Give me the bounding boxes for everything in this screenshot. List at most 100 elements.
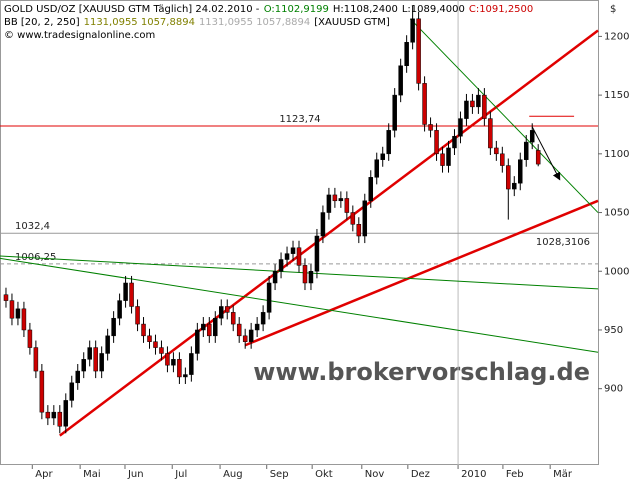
- candle-body: [344, 198, 350, 213]
- level-label: 1032,4: [15, 221, 50, 232]
- candle-body: [159, 347, 164, 354]
- candle-body: [33, 347, 39, 372]
- y-tick-label: 1000: [604, 266, 629, 277]
- candle-body: [314, 235, 320, 272]
- candle-body: [362, 200, 368, 237]
- candle-body: [201, 323, 206, 331]
- candle-body: [51, 411, 57, 419]
- x-tick-label: Sep: [270, 469, 289, 480]
- level-label: 1123,74: [279, 114, 320, 125]
- candle-body: [464, 100, 469, 119]
- candle-body: [350, 212, 356, 225]
- candle-body: [416, 18, 421, 84]
- candle-body: [260, 312, 266, 325]
- y-tick-label: 1100: [604, 149, 629, 160]
- trend-line: [244, 199, 599, 347]
- header-segment: [XAUUSD GTM]: [314, 17, 390, 28]
- y-tick-label: 900: [604, 384, 623, 395]
- candle-body: [488, 118, 493, 149]
- header-segment: L:1089,4000: [402, 4, 465, 15]
- candle-body: [404, 42, 409, 67]
- candle-body: [3, 294, 9, 301]
- candle-body: [272, 271, 278, 284]
- candle-body: [230, 312, 236, 325]
- candle-body: [189, 353, 194, 375]
- candle-body: [512, 182, 517, 190]
- candle-body: [296, 247, 302, 266]
- candle-body: [153, 341, 158, 348]
- candle-body: [320, 212, 326, 237]
- candle-body: [195, 329, 200, 354]
- candle-body: [452, 135, 457, 149]
- candle-body: [117, 300, 122, 319]
- trend-line: [59, 29, 599, 437]
- candle-body: [147, 335, 152, 342]
- y-tick-label: 1200: [604, 31, 629, 42]
- candle-body: [123, 282, 128, 301]
- candle-body: [87, 347, 92, 360]
- candle-body: [69, 382, 75, 401]
- candle-body: [506, 165, 511, 190]
- y-unit: $: [610, 4, 616, 15]
- candle-body: [470, 100, 475, 108]
- x-tick-label: Mär: [553, 469, 573, 480]
- candle-body: [105, 335, 110, 354]
- candle-body: [266, 282, 272, 313]
- candle-body: [177, 359, 182, 378]
- candle-body: [75, 370, 80, 384]
- y-tick-label: 950: [604, 325, 623, 336]
- candle-body: [380, 153, 385, 160]
- candle-body: [368, 177, 374, 202]
- header-segment: 1131,0955 1057,8894: [199, 17, 310, 28]
- candle-body: [27, 329, 33, 348]
- plot-frame: [0, 0, 599, 465]
- header-segment: 1131,0955 1057,8894: [84, 17, 195, 28]
- candle-body: [386, 130, 391, 155]
- header-segment: O:1102,9199: [264, 4, 329, 15]
- header-line: GOLD USD/OZ [XAUUSD GTM Täglich] 24.02.2…: [4, 4, 533, 15]
- candle-body: [338, 198, 344, 202]
- candle-body: [9, 300, 15, 319]
- candle-body: [39, 370, 45, 413]
- candle-body: [356, 224, 362, 237]
- x-tick-label: Mai: [83, 469, 101, 480]
- candle-body: [308, 271, 314, 284]
- candle-body: [494, 147, 499, 155]
- candle-body: [236, 323, 242, 337]
- candle-body: [482, 94, 487, 119]
- y-tick-label: 1050: [604, 208, 629, 219]
- header-line: BB [20, 2, 250] 1131,0955 1057,8894 1131,0…: [4, 17, 390, 28]
- candle-body: [523, 141, 529, 160]
- candle-body: [434, 130, 439, 155]
- x-tick-label: Feb: [506, 469, 524, 480]
- candle-body: [428, 124, 433, 131]
- x-tick-label: Okt: [315, 469, 333, 480]
- candle-body: [535, 150, 541, 165]
- candle-body: [458, 118, 463, 137]
- candle-body: [99, 353, 104, 372]
- candle-body: [93, 347, 98, 372]
- header-segment: BB [20, 2, 250]: [4, 17, 80, 28]
- trend-line: [0, 257, 599, 353]
- x-tick-label: Nov: [365, 469, 385, 480]
- candle-body: [129, 282, 134, 307]
- candle-body: [302, 265, 308, 284]
- candle-body: [398, 65, 403, 96]
- candle-body: [332, 194, 338, 202]
- header-line: © www.tradesignalonline.com: [4, 30, 155, 41]
- level-label: 1006,25: [15, 252, 56, 263]
- candle-body: [213, 317, 218, 337]
- candle-body: [81, 359, 86, 372]
- candle-body: [422, 83, 427, 125]
- candle-body: [374, 159, 379, 178]
- candle-body: [207, 323, 212, 337]
- candle-body: [15, 308, 21, 319]
- header-segment: C:1091,2500: [469, 4, 533, 15]
- header-segment: GOLD USD/OZ [XAUUSD GTM Täglich] 24.02.2…: [4, 4, 260, 15]
- price-label: 1028,3106: [536, 237, 590, 248]
- candle-body: [529, 130, 535, 143]
- x-tick-label: Dez: [411, 469, 430, 480]
- candle-body: [63, 400, 69, 427]
